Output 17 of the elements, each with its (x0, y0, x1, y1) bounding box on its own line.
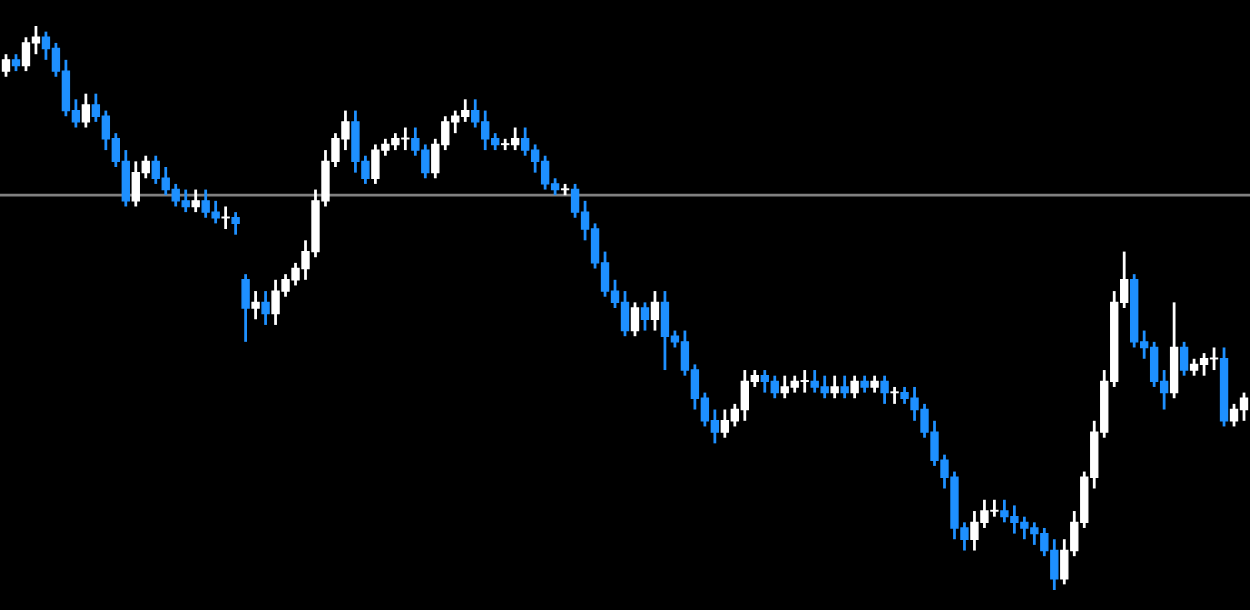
candlestick (231, 210, 240, 237)
candlestick (650, 289, 660, 332)
candlestick (1179, 340, 1189, 378)
candlestick (191, 188, 200, 214)
candlestick (830, 374, 839, 400)
candlestick (81, 92, 91, 129)
candlestick (261, 289, 270, 327)
candlestick (251, 289, 260, 321)
candlestick (840, 374, 849, 400)
candlestick (880, 374, 889, 406)
candlestick (241, 272, 250, 344)
candlestick (850, 374, 859, 400)
candlestick (630, 300, 640, 338)
candlestick (640, 300, 650, 332)
candlestick (1169, 300, 1179, 400)
candlestick (1, 52, 11, 79)
candlestick (890, 385, 899, 406)
